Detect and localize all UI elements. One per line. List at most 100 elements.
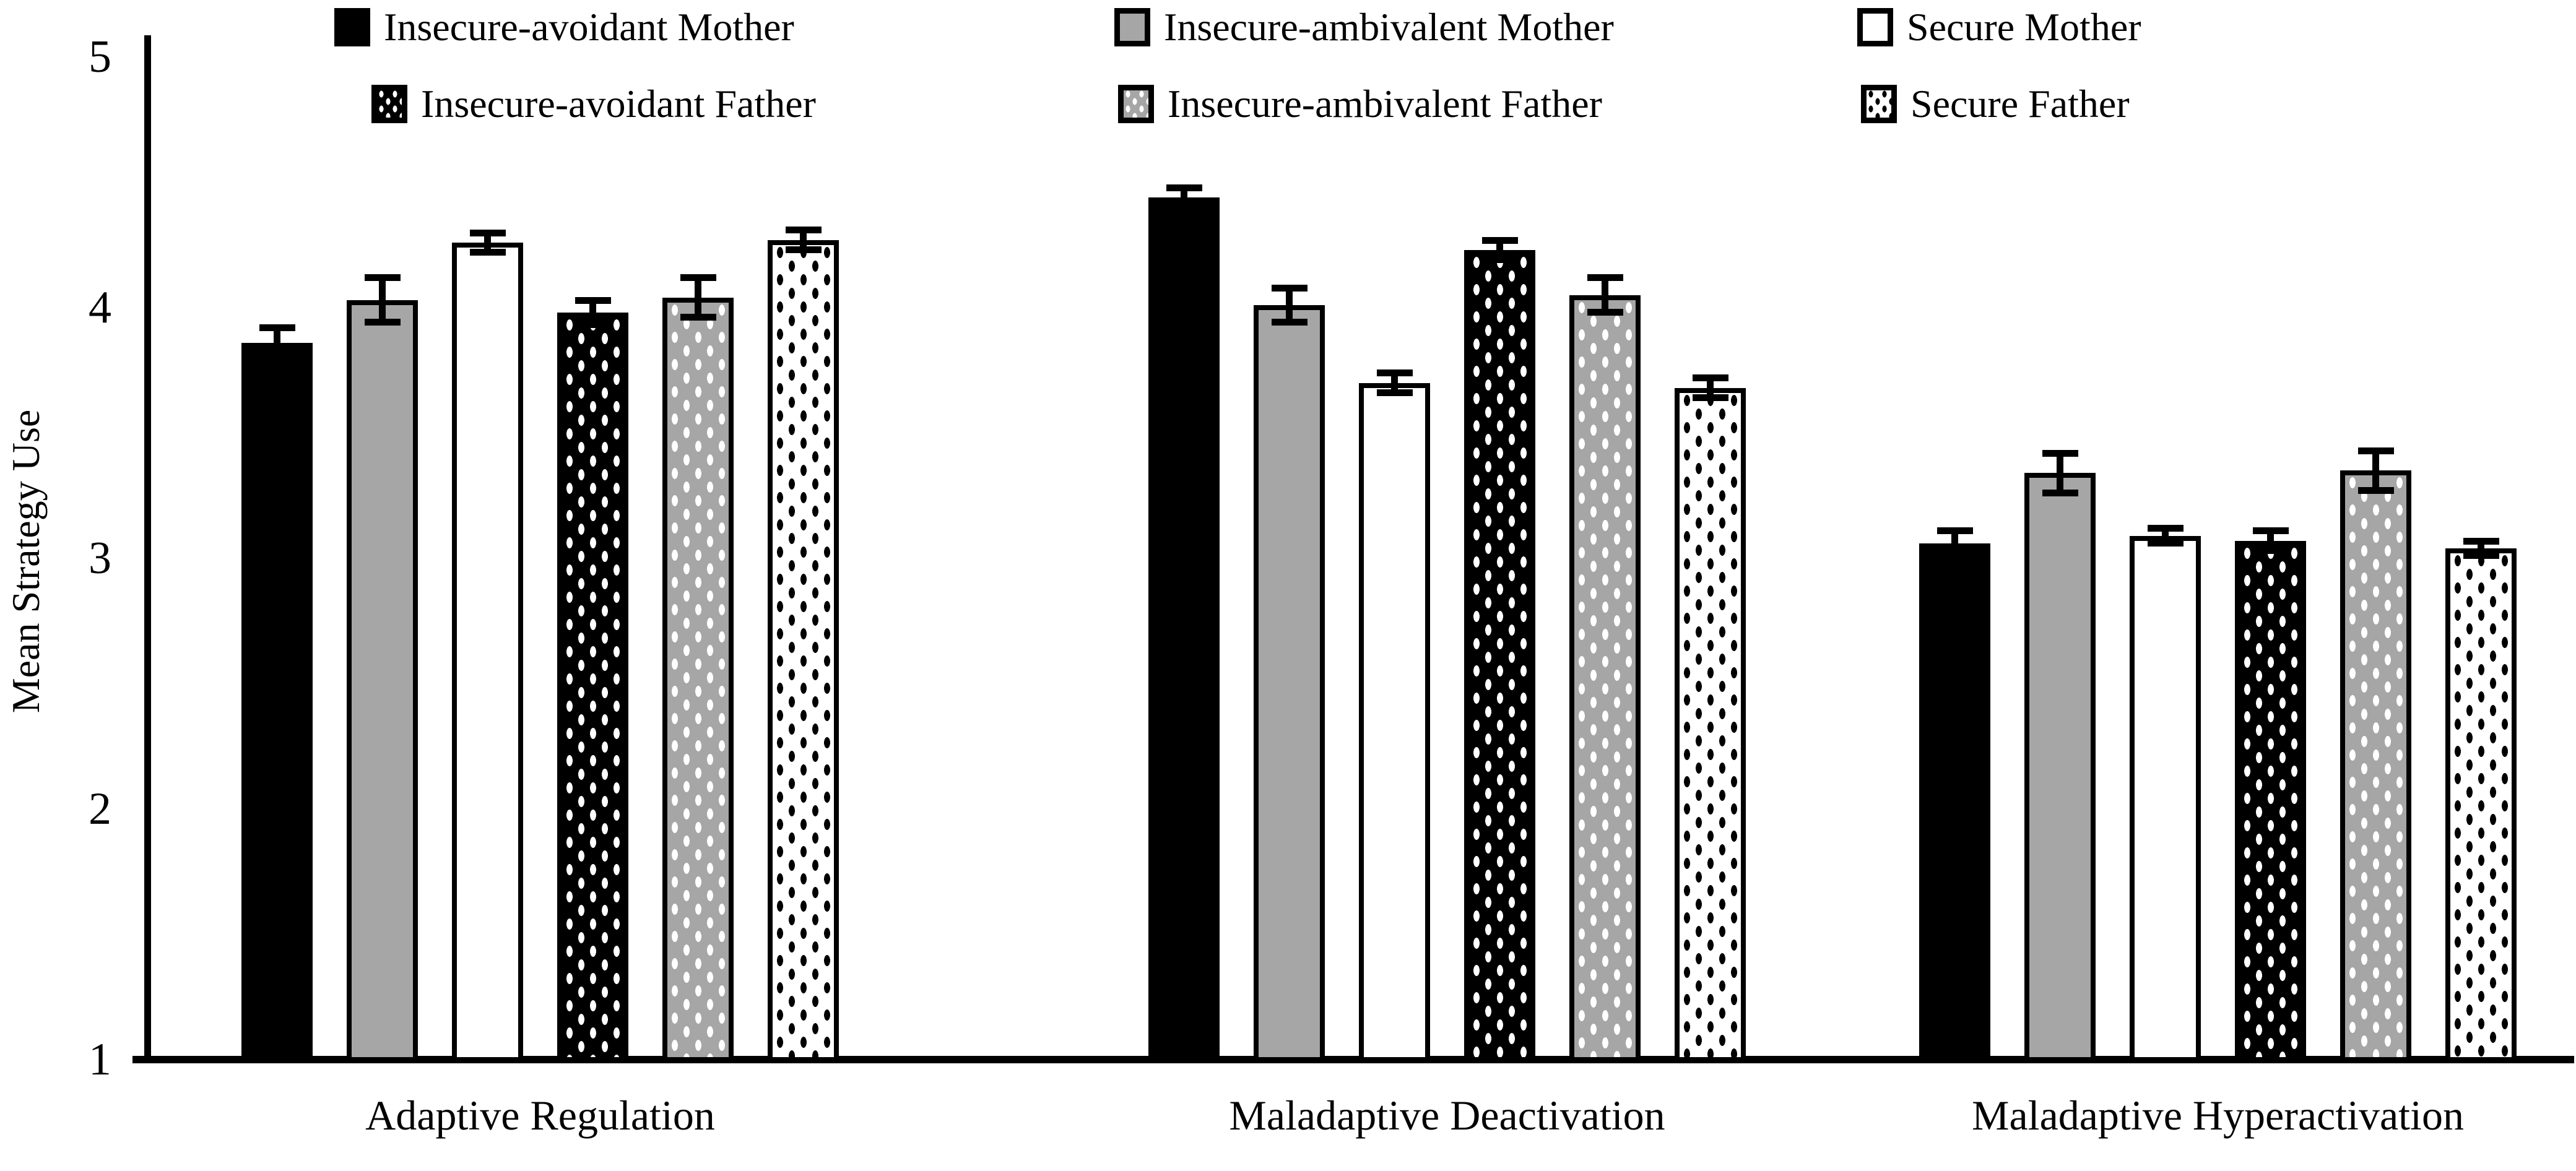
legend-swatch-insecure-ambivalent-father (1118, 85, 1154, 123)
error-whisker (2162, 528, 2169, 543)
y-tick-label-2: 2 (89, 784, 111, 834)
error-cap-top (680, 274, 716, 282)
error-cap-bottom (1271, 319, 1308, 326)
bar-insecure-avoidant-father-maladaptive-deactivation (1464, 249, 1535, 1062)
legend-item-insecure-ambivalent-mother: Insecure-ambivalent Mother (1114, 5, 1614, 50)
error-whisker (274, 327, 280, 358)
error-cap-top (2147, 525, 2184, 532)
error-whisker (484, 232, 491, 253)
legend-item-insecure-avoidant-father: Insecure-avoidant Father (371, 82, 816, 126)
error-whisker (695, 277, 701, 318)
error-cap-top (364, 274, 401, 282)
bar-insecure-avoidant-father-adaptive-regulation (557, 313, 628, 1062)
y-tick-label-1: 1 (89, 1034, 111, 1085)
error-cap-bottom (1692, 394, 1728, 401)
error-cap-bottom (1376, 389, 1413, 396)
legend-item-insecure-avoidant-mother: Insecure-avoidant Mother (334, 5, 794, 50)
error-cap-top (1587, 274, 1623, 282)
y-axis-line (144, 35, 151, 1063)
error-cap-top (1692, 374, 1728, 382)
error-cap-bottom (259, 354, 295, 361)
error-cap-top (575, 296, 611, 304)
error-cap-top (469, 229, 506, 236)
bar-secure-father-maladaptive-hyperactivation (2445, 548, 2517, 1062)
error-cap-top (1166, 184, 1202, 191)
error-cap-top (2252, 527, 2289, 535)
error-cap-top (1271, 284, 1308, 292)
legend-label-insecure-ambivalent-father: Insecure-ambivalent Father (1168, 82, 1602, 126)
y-tick-label-4: 4 (89, 282, 111, 333)
error-whisker (1391, 373, 1398, 393)
bar-insecure-ambivalent-father-adaptive-regulation (662, 297, 734, 1062)
bar-insecure-avoidant-mother-adaptive-regulation (241, 342, 313, 1062)
legend-swatch-secure-mother (1857, 8, 1893, 46)
bar-insecure-avoidant-mother-maladaptive-deactivation (1148, 197, 1220, 1062)
bar-insecure-ambivalent-mother-maladaptive-deactivation (1254, 305, 1325, 1062)
bar-secure-mother-maladaptive-hyperactivation (2130, 535, 2201, 1062)
error-cap-top (785, 227, 822, 234)
error-cap-bottom (2463, 551, 2499, 559)
x-category-label-adaptive-regulation: Adaptive Regulation (365, 1092, 715, 1139)
error-cap-top (1936, 527, 1973, 535)
error-cap-bottom (2147, 539, 2184, 547)
legend-swatch-insecure-avoidant-mother (334, 8, 370, 46)
error-cap-bottom (1936, 551, 1973, 559)
error-cap-top (2042, 449, 2078, 457)
bar-insecure-ambivalent-father-maladaptive-deactivation (1569, 295, 1641, 1062)
error-whisker (1181, 187, 1187, 207)
error-cap-bottom (2252, 547, 2289, 554)
bar-secure-father-adaptive-regulation (768, 240, 839, 1062)
error-cap-bottom (785, 246, 822, 253)
error-whisker (1286, 287, 1293, 323)
bar-insecure-avoidant-father-maladaptive-hyperactivation (2235, 540, 2306, 1062)
error-whisker (2478, 540, 2484, 556)
legend-label-insecure-avoidant-mother: Insecure-avoidant Mother (384, 5, 794, 49)
bar-secure-father-maladaptive-deactivation (1675, 387, 1746, 1062)
error-cap-bottom (680, 314, 716, 321)
error-whisker (379, 277, 386, 323)
legend-item-secure-father: Secure Father (1861, 82, 2130, 126)
x-category-label-maladaptive-hyperactivation: Maladaptive Hyperactivation (1972, 1092, 2464, 1139)
error-whisker (2267, 530, 2274, 551)
legend-swatch-insecure-avoidant-father (371, 85, 407, 123)
error-whisker (1951, 530, 1958, 556)
error-cap-top (2357, 447, 2394, 454)
error-whisker (2057, 452, 2063, 493)
legend-swatch-insecure-ambivalent-mother (1114, 8, 1150, 46)
error-cap-top (1481, 236, 1518, 244)
bar-insecure-ambivalent-mother-adaptive-regulation (347, 300, 418, 1062)
legend-label-secure-mother: Secure Mother (1907, 5, 2141, 49)
error-cap-bottom (1166, 204, 1202, 210)
error-whisker (1707, 378, 1714, 398)
y-tick-label-3: 3 (89, 533, 111, 584)
legend-swatch-secure-father (1861, 85, 1897, 123)
error-whisker (1496, 240, 1503, 261)
bar-insecure-avoidant-mother-maladaptive-hyperactivation (1919, 543, 1990, 1062)
legend-label-insecure-avoidant-father: Insecure-avoidant Father (421, 82, 816, 126)
bar-secure-mother-adaptive-regulation (452, 242, 523, 1062)
error-cap-bottom (1481, 256, 1518, 264)
error-cap-top (2463, 537, 2499, 545)
bar-insecure-ambivalent-father-maladaptive-hyperactivation (2340, 470, 2411, 1062)
y-tick-label-5: 5 (89, 32, 111, 82)
error-cap-bottom (575, 321, 611, 329)
error-whisker (800, 230, 807, 250)
legend-item-secure-mother: Secure Mother (1857, 5, 2141, 50)
error-whisker (589, 300, 596, 326)
error-whisker (1602, 277, 1608, 313)
error-cap-bottom (364, 319, 401, 326)
legend-label-secure-father: Secure Father (1910, 82, 2130, 126)
error-cap-bottom (2357, 486, 2394, 494)
error-cap-bottom (469, 248, 506, 256)
error-cap-bottom (1587, 309, 1623, 316)
bar-insecure-ambivalent-mother-maladaptive-hyperactivation (2024, 473, 2096, 1062)
error-cap-top (259, 324, 295, 332)
error-whisker (2372, 450, 2379, 491)
bar-secure-mother-maladaptive-deactivation (1359, 382, 1430, 1062)
legend-item-insecure-ambivalent-father: Insecure-ambivalent Father (1118, 82, 1602, 126)
error-cap-bottom (2042, 489, 2078, 496)
x-category-label-maladaptive-deactivation: Maladaptive Deactivation (1229, 1092, 1665, 1139)
error-cap-top (1376, 369, 1413, 377)
legend-label-insecure-ambivalent-mother: Insecure-ambivalent Mother (1164, 5, 1614, 49)
